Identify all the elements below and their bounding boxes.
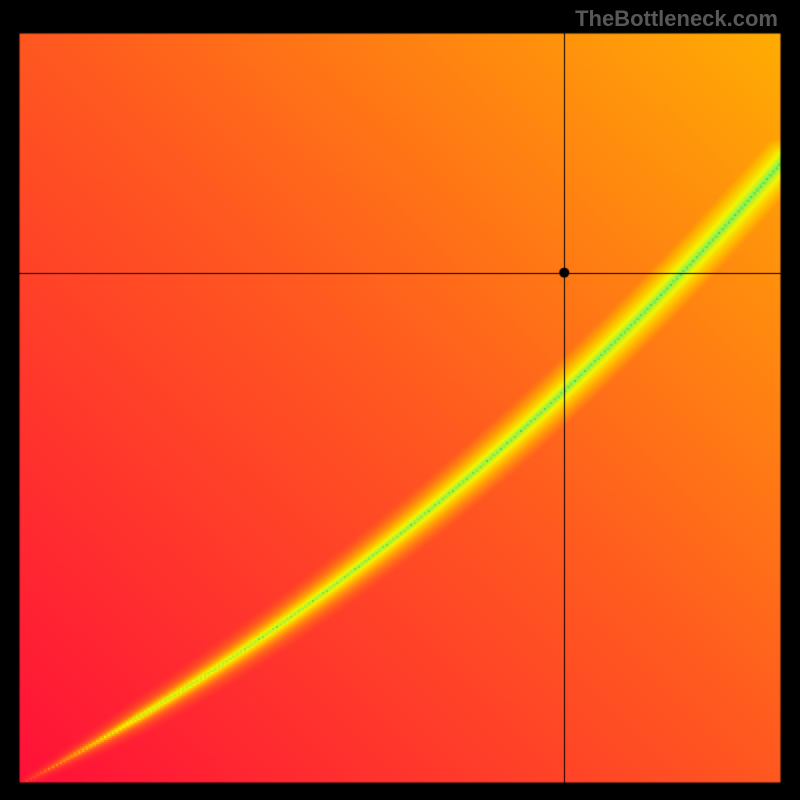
heatmap-canvas xyxy=(0,0,800,800)
chart-container: TheBottleneck.com xyxy=(0,0,800,800)
watermark-text: TheBottleneck.com xyxy=(575,6,778,32)
